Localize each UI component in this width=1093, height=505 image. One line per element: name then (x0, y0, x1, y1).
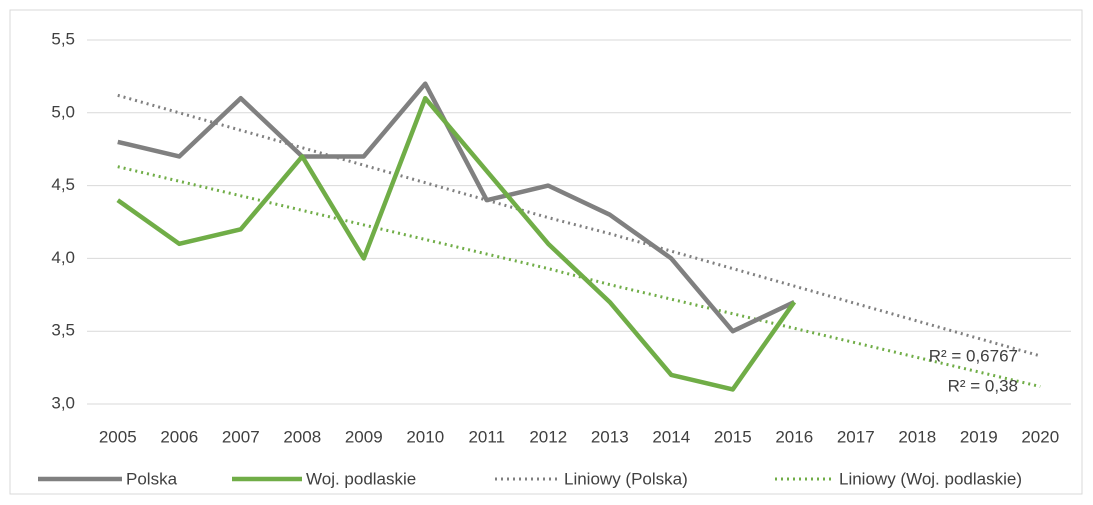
series-line (116, 95, 797, 392)
x-tick-label: 2009 (345, 427, 383, 446)
x-tick-label: 2012 (529, 427, 567, 446)
y-tick-label: 5,5 (51, 29, 75, 48)
x-tick-label: 2014 (652, 427, 690, 446)
chart-border (9, 9, 1083, 495)
series-line (117, 93, 1041, 358)
y-tick-label: 3,5 (51, 321, 75, 340)
x-tick-label: 2017 (837, 427, 875, 446)
series-line (117, 165, 1041, 388)
x-tick-label: 2005 (99, 427, 137, 446)
x-tick-label: 2011 (468, 427, 505, 446)
legend-label: Liniowy (Polska) (564, 469, 688, 488)
legend-label: Liniowy (Woj. podlaskie) (839, 469, 1022, 488)
y-tick-label: 5,0 (51, 102, 75, 121)
y-tick-label: 4,0 (51, 248, 75, 267)
x-tick-label: 2006 (160, 427, 198, 446)
annotation: R² = 0,6767 (929, 346, 1018, 365)
x-tick-label: 2015 (714, 427, 752, 446)
x-tick-label: 2008 (283, 427, 321, 446)
x-tick-label: 2016 (775, 427, 813, 446)
x-tick-label: 2010 (406, 427, 444, 446)
x-tick-label: 2019 (960, 427, 998, 446)
x-tick-label: 2020 (1021, 427, 1059, 446)
x-tick-label: 2007 (222, 427, 260, 446)
x-tick-label: 2013 (591, 427, 629, 446)
y-tick-label: 4,5 (51, 175, 75, 194)
series-line (117, 81, 796, 334)
annotation: R² = 0,38 (948, 376, 1018, 395)
x-tick-label: 2018 (898, 427, 936, 446)
legend-label: Woj. podlaskie (306, 469, 416, 488)
y-tick-label: 3,0 (51, 393, 75, 412)
legend-label: Polska (126, 469, 178, 488)
